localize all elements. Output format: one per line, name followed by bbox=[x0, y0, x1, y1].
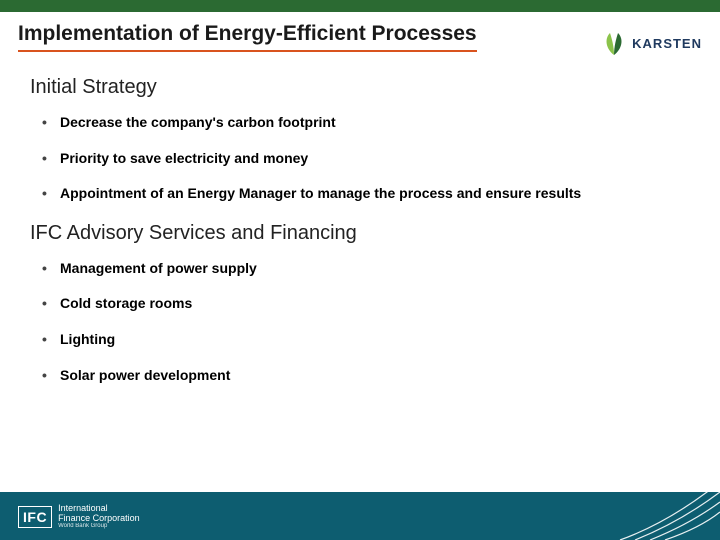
list-item: Cold storage rooms bbox=[42, 294, 690, 314]
bullet-list-2: Management of power supply Cold storage … bbox=[42, 259, 690, 385]
section-heading-1: Initial Strategy bbox=[30, 76, 690, 99]
ifc-sub: World Bank Group bbox=[58, 523, 140, 530]
brand-logo: KARSTEN bbox=[582, 22, 702, 64]
leaf-icon bbox=[600, 29, 628, 57]
slide: Implementation of Energy-Efficient Proce… bbox=[0, 0, 720, 540]
list-item: Management of power supply bbox=[42, 259, 690, 279]
footer-bar: IFC International Finance Corporation Wo… bbox=[0, 492, 720, 540]
ifc-line2: Finance Corporation bbox=[58, 514, 140, 524]
title-row: Implementation of Energy-Efficient Proce… bbox=[18, 22, 702, 64]
footer-curves-icon bbox=[600, 492, 720, 540]
brand-logo-text: KARSTEN bbox=[632, 36, 702, 51]
list-item: Appointment of an Energy Manager to mana… bbox=[42, 184, 690, 204]
content-area: Initial Strategy Decrease the company's … bbox=[30, 70, 690, 403]
top-accent-bar bbox=[0, 0, 720, 12]
ifc-logo-abbrev: IFC bbox=[18, 506, 52, 528]
list-item: Lighting bbox=[42, 330, 690, 350]
bullet-list-1: Decrease the company's carbon footprint … bbox=[42, 113, 690, 204]
ifc-logo: IFC International Finance Corporation Wo… bbox=[18, 504, 140, 530]
slide-title: Implementation of Energy-Efficient Proce… bbox=[18, 22, 477, 52]
list-item: Solar power development bbox=[42, 366, 690, 386]
list-item: Priority to save electricity and money bbox=[42, 149, 690, 169]
list-item: Decrease the company's carbon footprint bbox=[42, 113, 690, 133]
section-heading-2: IFC Advisory Services and Financing bbox=[30, 222, 690, 245]
ifc-logo-text: International Finance Corporation World … bbox=[58, 504, 140, 530]
